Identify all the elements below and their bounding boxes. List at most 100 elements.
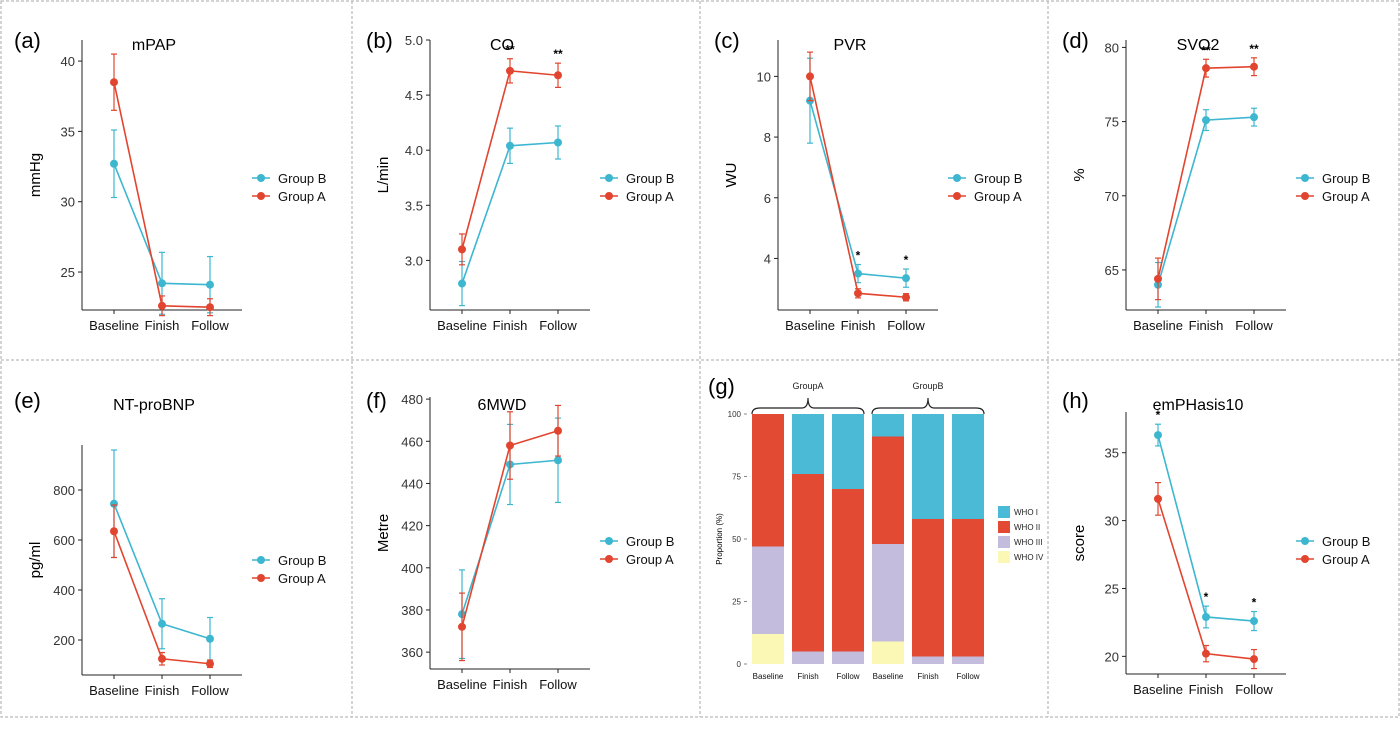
x-tick-label: Baseline <box>437 677 487 692</box>
y-tick-label: 480 <box>401 392 423 407</box>
y-tick-label: 460 <box>401 434 423 449</box>
data-point <box>1154 431 1162 440</box>
x-tick-label: Baseline <box>1133 318 1183 333</box>
legend-marker <box>257 556 265 564</box>
series-group-a <box>806 51 910 302</box>
data-point <box>110 499 118 508</box>
panel-label: (f) <box>366 388 387 413</box>
data-point <box>554 426 562 435</box>
bar-segment-who-iii <box>952 656 984 664</box>
x-tick-label: Follow <box>539 318 577 333</box>
legend-swatch <box>998 536 1010 548</box>
significance-mark: * <box>856 248 861 262</box>
legend-label: Group B <box>278 171 326 186</box>
bar-segment-who-ii <box>752 414 784 547</box>
legend-label: Group B <box>974 171 1022 186</box>
legend-label: Group A <box>1322 552 1370 567</box>
x-tick-label: Follow <box>191 683 229 698</box>
legend-marker <box>605 555 613 563</box>
x-tick-label: Finish <box>145 318 180 333</box>
legend-marker <box>1301 537 1309 545</box>
x-tick-label: Finish <box>1189 682 1224 697</box>
x-tick-label: Baseline <box>873 672 904 681</box>
legend-marker <box>257 192 265 200</box>
series-line <box>1157 116 1255 286</box>
legend-marker <box>605 192 613 200</box>
x-tick-label: Finish <box>145 683 180 698</box>
group-brace <box>751 397 865 415</box>
data-point <box>554 138 562 147</box>
panel-label: (a) <box>14 28 41 53</box>
y-axis-label: Metre <box>375 514 392 552</box>
data-point <box>1250 617 1258 626</box>
chart-panel-f: (f) 6MWD 360 380 400 420 440 460 480 Baseline Fini… <box>366 388 674 692</box>
panel-label: (c) <box>714 28 740 53</box>
x-tick-label: Follow <box>539 677 577 692</box>
panel-label: (g) <box>708 374 735 399</box>
data-point <box>158 279 166 288</box>
bar-segment-who-i <box>952 414 984 519</box>
chart-panel-c: (c) PVR 4 6 8 10 Baseline Finish Follow WU * * Group… <box>714 28 1022 333</box>
legend-label: Group A <box>278 571 326 586</box>
y-tick-label: 25 <box>1105 581 1119 596</box>
data-point <box>1154 274 1162 283</box>
bar-segment-who-i <box>792 414 824 474</box>
y-tick-label: 50 <box>732 535 741 544</box>
panel-borders <box>0 0 1400 718</box>
legend-marker <box>605 174 613 182</box>
chart-panel-e: (e) NT-proBNP 200 400 600 800 Baseline Finish Fo… <box>14 388 326 698</box>
data-point <box>554 456 562 465</box>
significance-mark: ** <box>505 43 515 57</box>
legend-label: Group B <box>626 534 674 549</box>
y-tick-label: 65 <box>1105 263 1119 278</box>
y-axis-label: pg/ml <box>27 542 44 579</box>
y-tick-label: 40 <box>61 54 75 69</box>
bar-segment-who-iii <box>912 656 944 664</box>
y-tick-label: 380 <box>401 603 423 618</box>
y-tick-label: 75 <box>1105 115 1119 130</box>
y-tick-label: 200 <box>53 633 75 648</box>
x-tick-label: Follow <box>1235 318 1273 333</box>
bar-segment-who-ii <box>792 474 824 652</box>
y-axis-label: WU <box>723 163 740 188</box>
bar-segment-who-i <box>832 414 864 489</box>
y-tick-label: 30 <box>61 195 75 210</box>
group-label: GroupA <box>792 381 823 391</box>
legend-label: Group A <box>1322 189 1370 204</box>
y-axis-label: L/min <box>375 157 392 194</box>
data-point <box>458 622 466 631</box>
y-tick-label: 360 <box>401 645 423 660</box>
bar-segment-who-ii <box>832 489 864 652</box>
y-tick-label: 5.0 <box>405 33 423 48</box>
bar-segment-who-iii <box>872 544 904 642</box>
y-tick-label: 70 <box>1105 189 1119 204</box>
x-tick-label: Baseline <box>753 672 784 681</box>
panel-label: (e) <box>14 388 41 413</box>
legend-label: Group A <box>626 552 674 567</box>
data-point <box>506 141 514 150</box>
legend-marker <box>257 174 265 182</box>
legend-label: Group B <box>1322 534 1370 549</box>
data-point <box>854 289 862 298</box>
bar-segment-who-iii <box>792 651 824 664</box>
y-tick-label: 440 <box>401 476 423 491</box>
data-point <box>506 66 514 75</box>
x-tick-label: Follow <box>887 318 925 333</box>
legend-marker <box>953 192 961 200</box>
data-point <box>1202 64 1210 73</box>
significance-mark: * <box>1252 596 1257 610</box>
data-point <box>1250 62 1258 71</box>
series-group-b <box>110 449 214 661</box>
y-axis-label: Proportion (%) <box>715 513 724 565</box>
chart-title: CO <box>490 37 514 54</box>
chart-title: PVR <box>834 37 867 54</box>
legend-label: Group B <box>278 553 326 568</box>
x-tick-label: Finish <box>493 677 528 692</box>
chart-panel-a: (a) mPAP 25 30 35 40 Baseline Finish Follow mmHg G… <box>14 28 326 333</box>
bar-segment-who-iii <box>752 546 784 634</box>
chart-panel-g: (g) 0 25 50 75 100 Proportion (%) Baseline Finis… <box>708 374 1044 681</box>
significance-mark: ** <box>1201 43 1211 57</box>
legend-label: WHO II <box>1014 523 1040 532</box>
y-tick-label: 35 <box>61 124 75 139</box>
